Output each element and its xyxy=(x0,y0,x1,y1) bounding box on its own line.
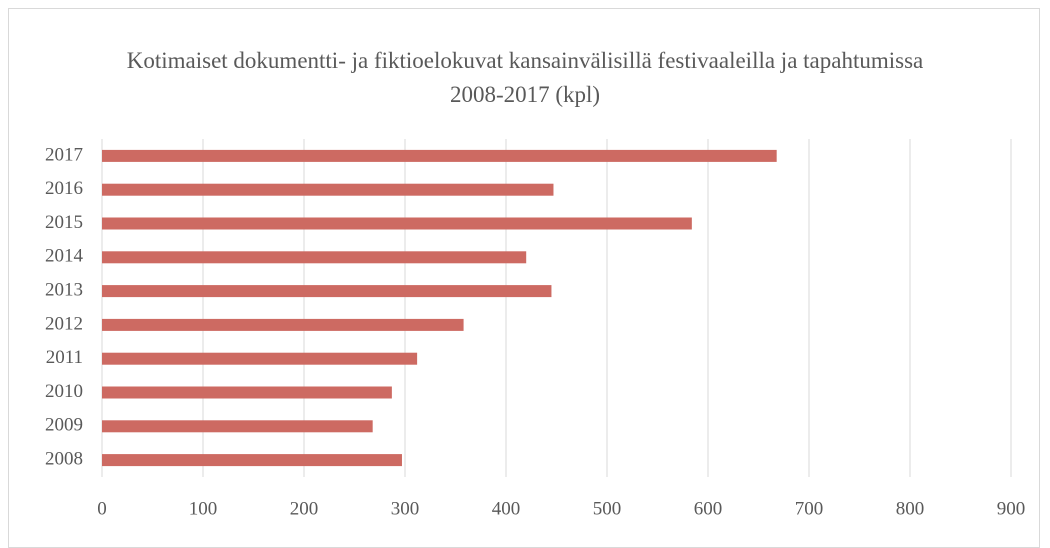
bar xyxy=(102,217,692,230)
y-tick-label: 2010 xyxy=(45,381,83,402)
bar xyxy=(102,251,527,264)
y-tick-label: 2009 xyxy=(45,415,83,436)
x-tick-label: 300 xyxy=(391,498,420,519)
bar xyxy=(102,183,554,196)
chart-title: Kotimaiset dokumentti- ja fiktioelokuvat… xyxy=(126,48,924,107)
bar xyxy=(102,318,464,331)
y-tick-label: 2008 xyxy=(45,448,83,469)
x-tick-label: 700 xyxy=(795,498,824,519)
bar xyxy=(102,454,402,467)
y-tick-label: 2015 xyxy=(45,212,83,233)
bar xyxy=(102,352,418,365)
page: {"chart_data": {"type": "bar", "orientat… xyxy=(8,8,1040,548)
y-tick-label: 2013 xyxy=(45,279,83,300)
chart: 0 100 200 300 400 500 600 700 800 900 2008 2009 2010… xyxy=(45,139,1026,519)
y-tick-label: 2012 xyxy=(45,313,83,334)
y-tick-label: 2014 xyxy=(45,246,84,267)
x-tick-label: 800 xyxy=(896,498,925,519)
y-tick-label: 2017 xyxy=(45,144,83,165)
x-tick-label: 200 xyxy=(290,498,319,519)
y-tick-label: 2011 xyxy=(46,347,83,368)
x-tick-label: 900 xyxy=(997,498,1026,519)
bar xyxy=(102,149,777,162)
x-tick-label: 100 xyxy=(189,498,218,519)
y-tick-label: 2016 xyxy=(45,178,83,199)
bar xyxy=(102,285,552,298)
bar xyxy=(102,420,373,433)
x-tick-label: 0 xyxy=(97,498,107,519)
x-tick-label: 600 xyxy=(694,498,723,519)
bar xyxy=(102,386,392,399)
x-tick-label: 400 xyxy=(492,498,521,519)
x-tick-label: 500 xyxy=(593,498,622,519)
